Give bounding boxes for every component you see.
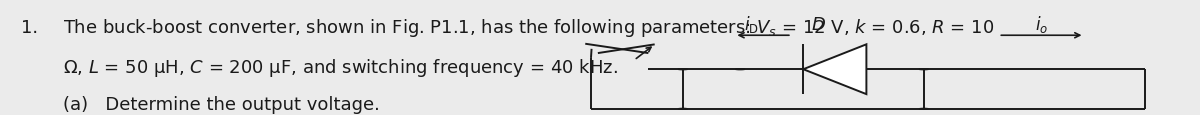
Circle shape: [736, 69, 745, 70]
Circle shape: [919, 108, 929, 109]
Text: The buck-boost converter, shown in Fig. P1.1, has the following parameters: $V_s: The buck-boost converter, shown in Fig. …: [64, 17, 995, 39]
Circle shape: [678, 69, 688, 70]
Circle shape: [919, 69, 929, 70]
Text: $D$: $D$: [811, 16, 826, 34]
Text: 1.: 1.: [20, 19, 37, 37]
Circle shape: [678, 108, 688, 109]
Text: $\Omega$, $L$ = 50 μH, $C$ = 200 μF, and switching frequency = 40 kHz.: $\Omega$, $L$ = 50 μH, $C$ = 200 μF, and…: [64, 56, 618, 78]
Text: $i_\mathrm{D}$: $i_\mathrm{D}$: [744, 14, 760, 35]
Text: $i_o$: $i_o$: [1034, 14, 1048, 35]
Polygon shape: [803, 45, 866, 94]
Text: (a)   Determine the output voltage.: (a) Determine the output voltage.: [64, 95, 380, 113]
